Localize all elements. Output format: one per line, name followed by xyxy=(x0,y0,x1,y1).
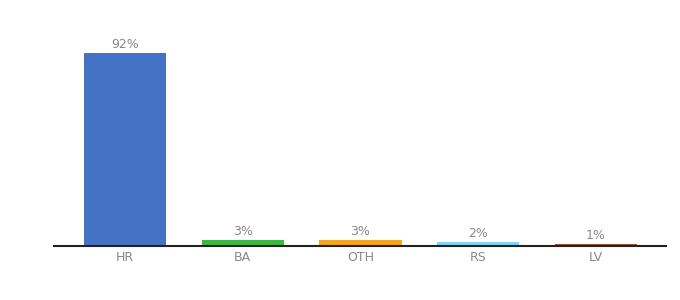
Bar xyxy=(84,53,166,246)
Text: 3%: 3% xyxy=(350,225,371,238)
Text: 2%: 2% xyxy=(468,227,488,240)
Text: 1%: 1% xyxy=(586,229,606,242)
Bar xyxy=(555,244,637,246)
Bar xyxy=(319,240,402,246)
Text: 92%: 92% xyxy=(111,38,139,51)
Bar xyxy=(437,242,520,246)
Bar xyxy=(201,240,284,246)
Text: 3%: 3% xyxy=(233,225,253,238)
